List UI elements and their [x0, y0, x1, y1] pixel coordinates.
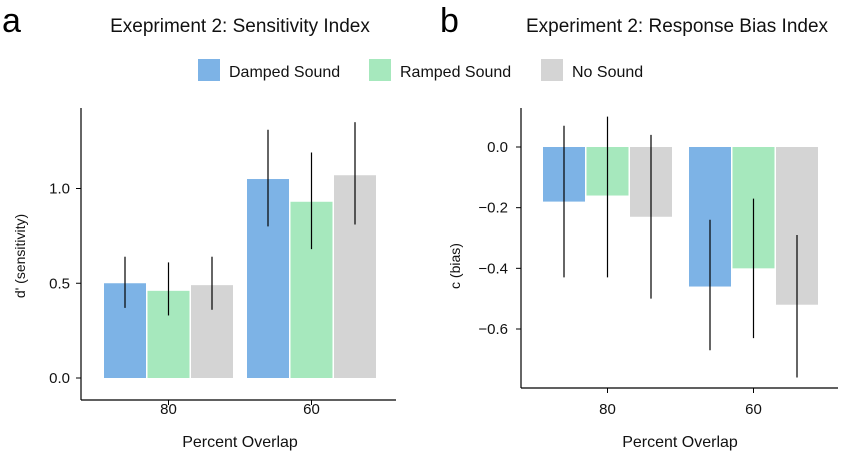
legend-label-damped: Damped Sound [229, 64, 340, 81]
panel-b-ytick-label: 0.0 [487, 139, 508, 156]
panel-a-xtick-label: 60 [303, 401, 320, 418]
legend: Damped Sound Ramped Sound No Sound [198, 59, 643, 81]
panel-b-xtick-label: 60 [745, 401, 762, 418]
panel-b-ytick-label: −0.6 [478, 321, 508, 338]
legend-swatch-none [541, 59, 563, 81]
panel-b-ylabel: c (bias) [447, 243, 463, 289]
panel-a-ylabel: d' (sensitivity) [12, 214, 28, 298]
panel-b-letter: b [440, 2, 459, 40]
legend-label-none: No Sound [572, 64, 643, 81]
panel-b-ytick-label: −0.2 [478, 200, 508, 217]
legend-label-ramped: Ramped Sound [400, 64, 511, 81]
panel-b-ytick-label: −0.4 [478, 260, 508, 277]
panel-a-ytick-label: 1.0 [49, 181, 70, 198]
legend-swatch-damped [198, 59, 220, 81]
panel-b-title: Experiment 2: Response Bias Index [526, 16, 829, 37]
panel-a-letter: a [2, 2, 21, 40]
panel-b-xlabel: Percent Overlap [622, 434, 738, 451]
panel-a-xlabel: Percent Overlap [182, 434, 298, 451]
panel-a-title: Exepriment 2: Sensitivity Index [110, 16, 370, 37]
panel-a-ytick-label: 0.0 [49, 370, 70, 387]
panel-a-plot: 0.0 0.5 1.0 80 60 [49, 108, 396, 418]
panel-a-xtick-label: 80 [160, 401, 177, 418]
legend-swatch-ramped [369, 59, 391, 81]
panel-b-xtick-label: 80 [599, 401, 616, 418]
panel-b-plot: 0.0 −0.2 −0.4 −0.6 80 60 [478, 108, 838, 418]
panel-a-ytick-label: 0.5 [49, 275, 70, 292]
